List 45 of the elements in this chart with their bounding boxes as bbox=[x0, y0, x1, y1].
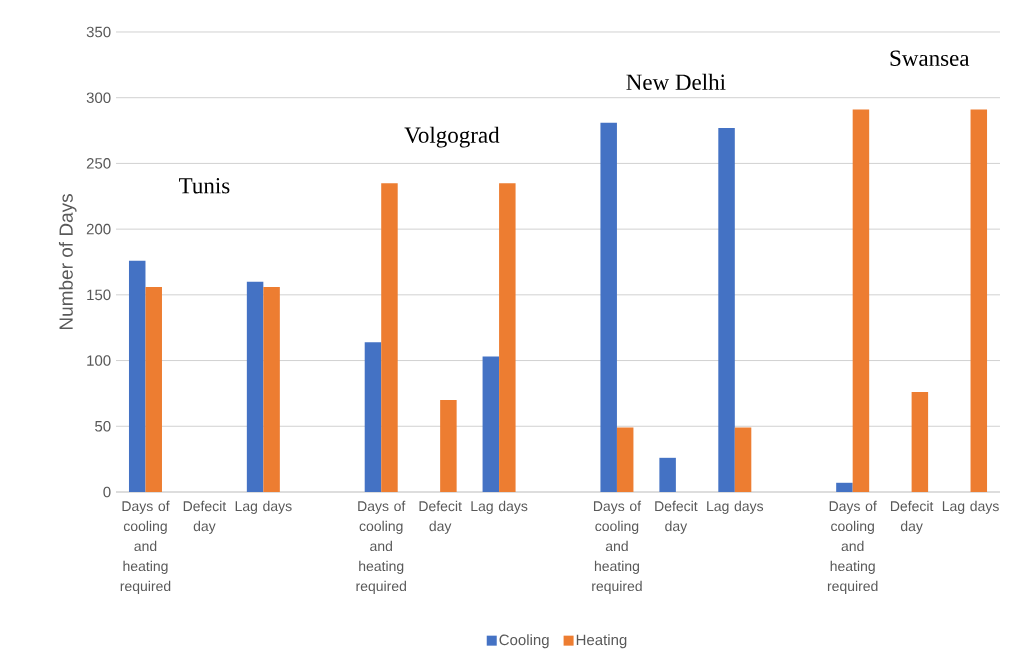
y-tick-label: 0 bbox=[103, 486, 111, 498]
x-tick-label: Lag days bbox=[942, 500, 999, 514]
bar bbox=[852, 109, 870, 492]
x-tick-label: Defecit day bbox=[890, 500, 934, 534]
x-tick-label: Days of cooling and heating required bbox=[827, 500, 878, 594]
bar bbox=[734, 427, 752, 492]
y-tick-label: 100 bbox=[87, 355, 111, 366]
x-tick-label: Defecit day bbox=[419, 500, 462, 534]
x-tick-label: Defecit day bbox=[183, 500, 227, 534]
bar bbox=[482, 356, 500, 492]
y-tick-label: 150 bbox=[87, 289, 111, 301]
bar bbox=[911, 392, 929, 492]
bar bbox=[263, 286, 280, 492]
y-tick-label: 50 bbox=[95, 420, 111, 432]
x-tick-label: Days of cooling and heating required bbox=[592, 500, 642, 594]
legend-label: Heating bbox=[576, 634, 627, 649]
annotation: Tunis bbox=[179, 178, 230, 194]
bar bbox=[600, 122, 617, 492]
bar bbox=[364, 342, 382, 492]
x-tick-label: Lag days bbox=[235, 500, 292, 514]
bar bbox=[836, 482, 853, 492]
x-tick-label: Days of cooling and heating required bbox=[356, 500, 406, 594]
x-tick-label: Lag days bbox=[707, 500, 764, 514]
bar bbox=[970, 109, 988, 492]
bar bbox=[246, 281, 264, 492]
y-axis-title: Number of Days bbox=[58, 194, 77, 330]
annotation: Swansea bbox=[890, 50, 970, 66]
annotation: New Delhi bbox=[626, 73, 726, 91]
bar bbox=[128, 260, 146, 492]
y-tick-label: 250 bbox=[86, 158, 111, 169]
y-tick-label: 350 bbox=[86, 26, 111, 38]
bar bbox=[145, 286, 162, 492]
x-tick-label: Defecit day bbox=[655, 500, 698, 534]
bar bbox=[616, 427, 634, 492]
bar bbox=[499, 183, 516, 492]
bar bbox=[381, 183, 398, 492]
bar bbox=[659, 457, 676, 492]
y-tick-label: 300 bbox=[86, 92, 111, 103]
x-tick-label: Days of cooling and heating required bbox=[120, 500, 171, 594]
legend-label: Cooling bbox=[499, 634, 549, 649]
annotation: Volgograd bbox=[404, 126, 500, 148]
x-tick-label: Lag days bbox=[471, 500, 528, 514]
y-tick-label: 200 bbox=[86, 223, 111, 235]
bar bbox=[718, 127, 735, 492]
bar bbox=[440, 399, 457, 492]
